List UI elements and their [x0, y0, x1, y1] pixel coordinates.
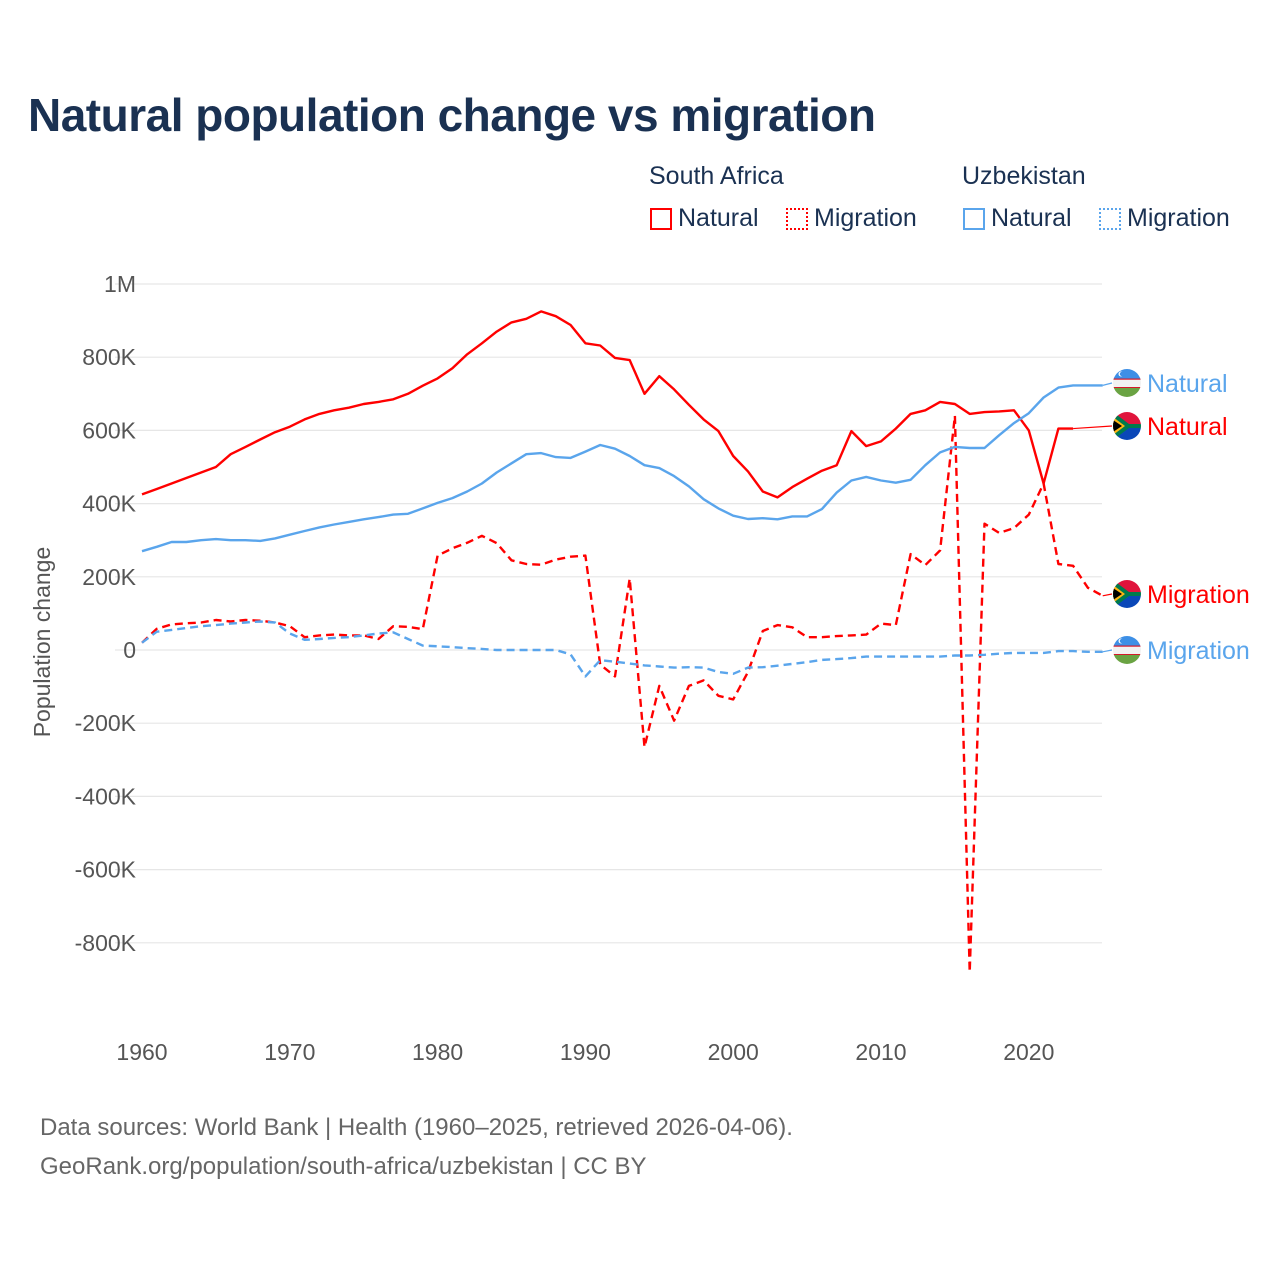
gridlines — [115, 283, 1102, 944]
legend-group-uzbekistan: Uzbekistan — [962, 162, 1086, 190]
y-tick-label: 0 — [123, 637, 136, 663]
legend-item-sa-migration[interactable]: Migration — [786, 204, 917, 233]
legend-item-uz-natural[interactable]: Natural — [963, 204, 1072, 233]
legend-label: Migration — [1127, 204, 1230, 232]
legend-label: Natural — [678, 204, 759, 232]
south-africa-flag-icon — [1113, 580, 1141, 608]
legend-item-sa-natural[interactable]: Natural — [650, 204, 759, 233]
label-connector — [1073, 425, 1113, 430]
y-tick-label: 200K — [82, 564, 136, 590]
footer-link[interactable]: GeoRank.org/population/south-africa/uzbe… — [40, 1153, 647, 1180]
y-tick-label: -200K — [75, 710, 137, 736]
label-connector — [1102, 382, 1113, 386]
series-line-uzbekistan-natural — [141, 384, 1103, 553]
x-tick-label: 1980 — [412, 1039, 463, 1065]
x-tick-label: 2010 — [855, 1039, 906, 1065]
x-tick-label: 1990 — [560, 1039, 611, 1065]
series-lines — [141, 310, 1104, 974]
series-line-uzbekistan-migration — [141, 620, 1103, 678]
y-tick-label: 400K — [82, 491, 136, 517]
label-connector — [1102, 593, 1113, 597]
uzbekistan-flag-icon — [1113, 369, 1141, 397]
uzbekistan-flag-icon — [1113, 636, 1141, 664]
y-tick-label: -400K — [75, 783, 137, 809]
legend-swatch-dotted — [786, 207, 808, 230]
end-label: Migration — [1147, 637, 1250, 665]
legend-swatch-solid — [963, 207, 985, 230]
legend-swatch-solid — [650, 207, 672, 230]
south-africa-flag-icon — [1113, 412, 1141, 440]
x-tick-label: 2020 — [1003, 1039, 1054, 1065]
legend-swatch-dotted — [1099, 207, 1121, 230]
legend-label: Migration — [814, 204, 917, 232]
y-tick-label: -800K — [75, 930, 137, 956]
series-line-south-africa-natural — [141, 310, 1074, 499]
series-line-south-africa-migration — [141, 414, 1104, 974]
end-label: Migration — [1147, 581, 1250, 609]
legend-label: Natural — [991, 204, 1072, 232]
x-tick-label: 1970 — [264, 1039, 315, 1065]
y-tick-label: -600K — [75, 857, 137, 883]
legend-group-south-africa: South Africa — [649, 162, 784, 190]
end-label: Natural — [1147, 413, 1228, 441]
x-tick-label: 2000 — [708, 1039, 759, 1065]
y-tick-label: 600K — [82, 417, 136, 443]
label-connector — [1102, 649, 1113, 653]
footer: Data sources: World Bank | Health (1960–… — [40, 1108, 793, 1186]
y-axis-ticks: 1M 800K 600K 400K 200K 0 -200K -400K -600K -800K — [75, 271, 137, 956]
y-tick-label: 800K — [82, 344, 136, 370]
end-label: Natural — [1147, 370, 1228, 398]
chart-title: Natural population change vs migration — [28, 89, 876, 141]
x-tick-label: 1960 — [116, 1039, 167, 1065]
legend-item-uz-migration[interactable]: Migration — [1099, 204, 1230, 233]
end-labels: Natural Migration Natural Migration — [1073, 369, 1250, 665]
line-chart: 1M800K600K400K200K0-200K-400K-600K-800K … — [29, 271, 1250, 1065]
y-axis-label: Population change — [29, 547, 55, 738]
x-axis-ticks: 1960 1970 1980 1990 2000 2010 2020 — [116, 1039, 1054, 1065]
y-tick-label: 1M — [104, 271, 136, 297]
footer-sources: Data sources: World Bank | Health (1960–… — [40, 1114, 793, 1141]
